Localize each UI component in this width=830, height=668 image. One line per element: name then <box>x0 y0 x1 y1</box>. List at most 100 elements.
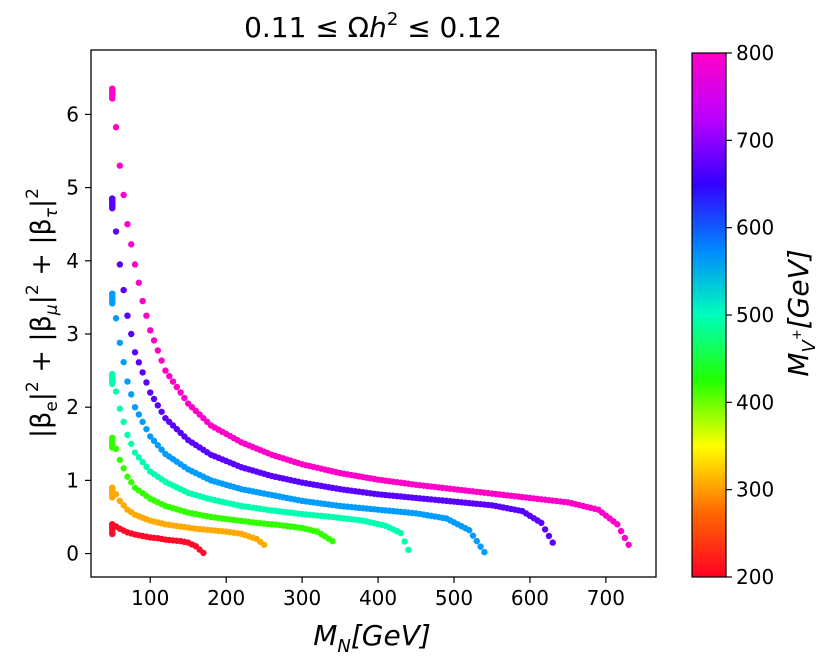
plot-area <box>90 49 657 578</box>
x-tick-label-200: 200 <box>207 586 245 610</box>
x-tick-label-600: 600 <box>511 586 549 610</box>
point-800 <box>116 162 124 169</box>
point-800 <box>128 241 135 248</box>
point-600 <box>131 403 139 411</box>
y-axis: 0 1 2 3 4 5 6 <box>66 102 91 566</box>
point-500 <box>135 454 143 461</box>
y-tick-label-4: 4 <box>66 249 79 273</box>
point-700 <box>124 312 131 319</box>
x-tick-label-500: 500 <box>435 586 473 610</box>
point-800 <box>143 312 150 319</box>
point-700 <box>541 526 549 533</box>
x-tick-label-700: 700 <box>587 586 625 610</box>
point-600 <box>473 537 480 545</box>
point-800 <box>131 261 139 268</box>
colorbar-tick-label-600: 600 <box>736 216 774 240</box>
point-600 <box>139 418 146 426</box>
colorbar-label-tail: [GeV] <box>782 249 815 329</box>
chart-title-pre: 0.11 ≤ Ω <box>244 11 369 44</box>
x-axis-label-sub: N <box>337 636 350 657</box>
point-800 <box>150 337 158 344</box>
point-700 <box>154 402 162 409</box>
point-400 <box>120 465 127 472</box>
y-axis-label: |βe|2 + |βμ|2 + |βτ|2 <box>23 188 62 438</box>
point-700 <box>109 195 116 202</box>
point-500 <box>112 388 120 395</box>
point-800 <box>147 327 154 334</box>
point-400 <box>109 434 116 442</box>
point-800 <box>617 527 625 535</box>
point-500 <box>109 380 116 388</box>
y-tick-label-2: 2 <box>66 395 79 419</box>
point-800 <box>112 124 120 131</box>
point-800 <box>109 85 116 92</box>
x-axis-label: MN[GeV] <box>313 619 431 657</box>
point-600 <box>465 526 473 534</box>
point-300 <box>260 541 268 548</box>
point-600 <box>477 543 484 550</box>
colorbar-ticks: 200 300 400 500 600 700 800 <box>726 41 774 589</box>
point-800 <box>181 394 188 402</box>
point-600 <box>109 300 116 307</box>
colorbar-tick-label-500: 500 <box>736 303 774 327</box>
point-800 <box>158 357 165 364</box>
point-600 <box>135 411 143 418</box>
point-600 <box>124 378 131 385</box>
point-500 <box>401 538 408 545</box>
x-axis-label-base: M <box>313 619 337 652</box>
chart-title: 0.11 ≤ Ωh2 ≤ 0.12 <box>244 9 502 44</box>
point-700 <box>139 369 146 376</box>
point-800 <box>169 378 177 385</box>
point-800 <box>124 221 131 228</box>
point-300 <box>109 484 116 491</box>
y-tick-label-5: 5 <box>66 176 79 200</box>
colorbar <box>691 52 727 578</box>
point-500 <box>124 431 131 439</box>
colorbar-tick-label-300: 300 <box>736 478 774 502</box>
y-label-sub: τ <box>42 207 62 218</box>
colorbar-label: MV+[GeV] <box>782 249 820 376</box>
point-700 <box>120 286 127 294</box>
y-label-sup: 2 <box>23 284 43 295</box>
chart-title-sup: 2 <box>387 9 398 30</box>
point-500 <box>128 440 135 447</box>
point-300 <box>112 491 120 498</box>
point-500 <box>397 529 405 537</box>
colorbar-tick-label-700: 700 <box>736 128 774 152</box>
point-400 <box>112 445 120 453</box>
point-800 <box>135 279 143 286</box>
point-500 <box>116 405 124 412</box>
point-500 <box>139 458 146 466</box>
point-700 <box>545 532 553 540</box>
colorbar-label-sub: V <box>799 339 820 353</box>
point-600 <box>147 433 154 440</box>
point-700 <box>538 519 545 527</box>
x-tick-label-300: 300 <box>283 586 321 610</box>
y-label-sub: μ <box>42 304 62 316</box>
point-600 <box>154 442 162 449</box>
y-label-part: + |β <box>26 218 57 284</box>
x-axis: 100 200 300 400 500 600 700 <box>131 577 625 610</box>
point-700 <box>131 349 139 356</box>
point-300 <box>120 502 127 509</box>
point-800 <box>109 95 116 102</box>
chart-title-h: h <box>369 11 387 44</box>
colorbar-tick-label-800: 800 <box>736 41 774 65</box>
y-label-part: |β <box>26 412 57 438</box>
y-label-part: + |β <box>26 315 57 381</box>
point-600 <box>128 391 135 398</box>
y-label-part: | <box>26 392 57 401</box>
data-points <box>109 85 632 557</box>
point-600 <box>143 425 150 433</box>
y-label-part: | <box>26 199 57 208</box>
point-500 <box>143 463 150 471</box>
point-800 <box>614 521 621 528</box>
point-700 <box>147 389 154 396</box>
point-500 <box>120 418 127 426</box>
point-500 <box>109 371 116 378</box>
point-700 <box>109 205 116 212</box>
point-800 <box>154 347 162 354</box>
point-800 <box>177 389 184 396</box>
point-800 <box>162 367 169 374</box>
